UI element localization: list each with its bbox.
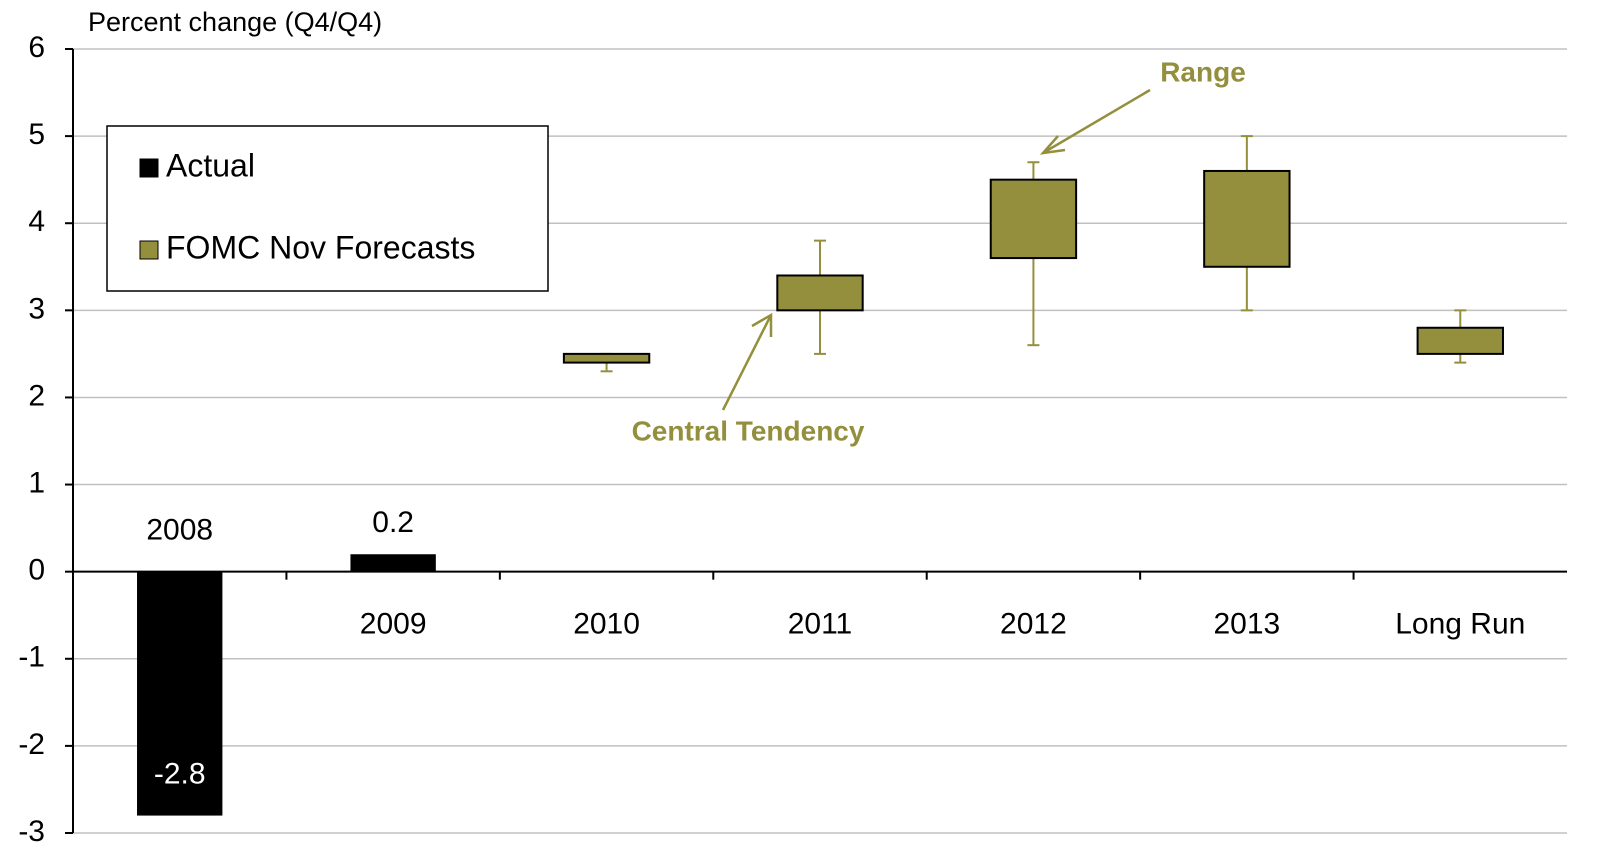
annotation-arrow	[721, 314, 773, 411]
y-tick-label: 5	[28, 118, 45, 151]
x-tick-label: 2012	[1000, 608, 1067, 641]
legend-box	[106, 125, 549, 292]
arrow-head	[751, 312, 773, 337]
central-tendency-box	[776, 274, 864, 312]
central-tendency-box	[1416, 326, 1504, 355]
annotation: Range	[1160, 56, 1246, 87]
y-tick-label: 1	[28, 466, 45, 499]
x-tick-label: Long Run	[1395, 608, 1525, 641]
y-tick-label: -1	[18, 641, 45, 674]
x-tick-label: 2009	[360, 608, 427, 641]
arrow-head	[1039, 135, 1066, 155]
legend-swatch	[139, 240, 159, 260]
y-tick-label: -3	[18, 815, 45, 848]
legend-swatch	[139, 158, 159, 178]
legend-label: Actual	[166, 147, 255, 183]
bar	[137, 571, 223, 816]
y-tick-label: 3	[28, 292, 45, 325]
legend-label: FOMC Nov Forecasts	[166, 229, 475, 265]
x-tick-label: 2008	[146, 514, 213, 547]
annotation: Central Tendency	[632, 415, 865, 446]
central-tendency-box	[989, 178, 1078, 260]
bar	[350, 554, 436, 572]
y-tick-label: 0	[28, 554, 45, 587]
x-tick-label: 2011	[788, 608, 853, 641]
y-tick-label: -2	[18, 728, 45, 761]
y-axis-label: Percent change (Q4/Q4)	[88, 7, 382, 37]
annotation-arrow	[1042, 88, 1151, 155]
y-tick-label: 2	[28, 379, 45, 412]
data-label: -2.8	[154, 757, 206, 790]
x-tick-label: 2010	[573, 608, 640, 641]
data-label: 0.2	[372, 506, 414, 539]
central-tendency-box	[1203, 169, 1291, 268]
y-tick-label: 6	[28, 31, 45, 64]
central-tendency-box	[562, 352, 651, 364]
y-tick-label: 4	[28, 205, 45, 238]
x-tick-label: 2013	[1213, 608, 1280, 641]
